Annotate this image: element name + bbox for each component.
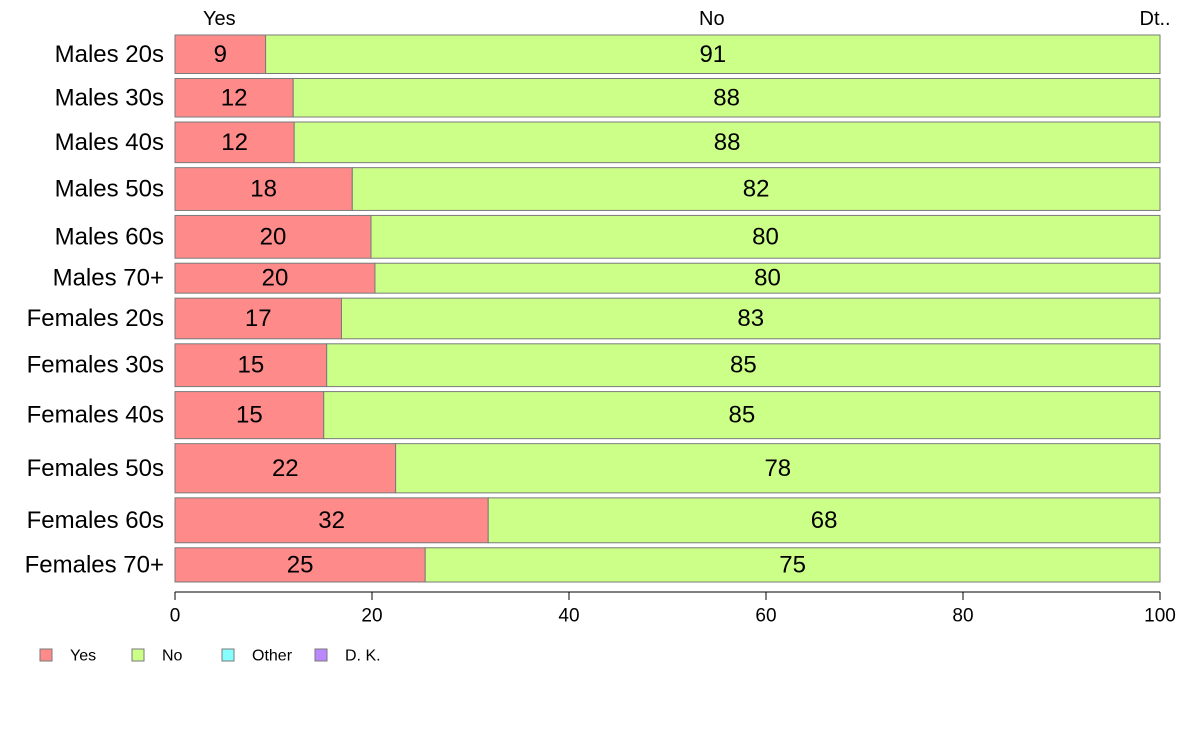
bar-segment-no bbox=[323, 391, 1161, 440]
legend-swatch bbox=[131, 648, 145, 662]
series-header-label: Yes bbox=[203, 8, 236, 30]
x-axis: 0 20 40 60 80 100 bbox=[170, 591, 1176, 627]
legend-swatch bbox=[314, 648, 328, 662]
data-label: 17 bbox=[245, 305, 272, 332]
bars-group: Males 20s 9 91 Males 30s 12 88 Males 40s 12 88 Ma… bbox=[25, 34, 1161, 583]
series-header-label: No bbox=[699, 8, 725, 30]
data-label: 80 bbox=[752, 223, 779, 250]
category-label: Females 40s bbox=[27, 402, 164, 429]
data-label: 75 bbox=[779, 551, 806, 578]
legend-swatch bbox=[39, 648, 53, 662]
bar-segment-yes bbox=[174, 121, 295, 164]
legend-label: No bbox=[162, 648, 183, 665]
data-label: 85 bbox=[730, 352, 757, 379]
legend: Yes No Other D. K. bbox=[39, 648, 381, 665]
x-tick-label: 20 bbox=[361, 606, 382, 627]
bar-segment-yes bbox=[174, 167, 353, 211]
bar-segment-yes bbox=[174, 34, 267, 75]
legend-label: Other bbox=[252, 648, 293, 665]
data-label: 20 bbox=[262, 265, 289, 292]
x-tick-label: 0 bbox=[170, 606, 181, 627]
data-label: 82 bbox=[743, 176, 770, 203]
bar-segment-yes bbox=[174, 214, 372, 259]
data-label: 88 bbox=[714, 129, 741, 156]
bar-segment-yes bbox=[174, 443, 397, 494]
bar-segment-no bbox=[370, 214, 1161, 259]
data-label: 91 bbox=[699, 41, 726, 68]
category-label: Females 70+ bbox=[25, 551, 164, 578]
bar-segment-yes bbox=[174, 497, 489, 544]
data-label: 68 bbox=[811, 507, 838, 534]
bar-segment-no bbox=[340, 297, 1161, 340]
bar-segment-no bbox=[292, 78, 1161, 118]
data-label: 85 bbox=[729, 402, 756, 429]
legend-label: D. K. bbox=[345, 648, 381, 665]
data-label: 80 bbox=[754, 265, 781, 292]
category-label: Males 50s bbox=[55, 176, 164, 203]
bar-segment-yes bbox=[174, 78, 294, 118]
data-label: 83 bbox=[737, 305, 764, 332]
category-label: Males 70+ bbox=[53, 265, 164, 292]
x-tick-label: 60 bbox=[755, 606, 776, 627]
bar-segment-no bbox=[265, 34, 1161, 75]
bar-segment-yes bbox=[174, 547, 426, 583]
data-label: 88 bbox=[713, 84, 740, 111]
bar-segment-no bbox=[326, 343, 1161, 388]
category-label: Females 20s bbox=[27, 305, 164, 332]
data-label: 15 bbox=[237, 352, 264, 379]
category-label: Males 40s bbox=[55, 129, 164, 156]
top-series-labels: Yes No Dt.. bbox=[203, 8, 1171, 30]
x-tick-label: 80 bbox=[952, 606, 973, 627]
bar-segment-no bbox=[374, 262, 1161, 294]
bar-segment-no bbox=[293, 121, 1161, 164]
data-label: 25 bbox=[287, 551, 314, 578]
data-label: 18 bbox=[250, 176, 277, 203]
bar-segment-no bbox=[395, 443, 1161, 494]
data-label: 20 bbox=[260, 223, 287, 250]
x-tick-label: 40 bbox=[558, 606, 579, 627]
bar-segment-no bbox=[351, 167, 1161, 211]
data-label: 22 bbox=[272, 455, 299, 482]
category-label: Males 30s bbox=[55, 84, 164, 111]
category-label: Males 60s bbox=[55, 223, 164, 250]
category-label: Females 60s bbox=[27, 507, 164, 534]
category-label: Females 30s bbox=[27, 352, 164, 379]
data-label: 15 bbox=[236, 402, 263, 429]
legend-label: Yes bbox=[70, 648, 96, 665]
legend-swatch bbox=[221, 648, 235, 662]
data-label: 32 bbox=[318, 507, 345, 534]
data-label: 12 bbox=[221, 84, 248, 111]
category-label: Females 50s bbox=[27, 455, 164, 482]
data-label: 12 bbox=[221, 129, 248, 156]
data-label: 9 bbox=[214, 41, 227, 68]
bar-segment-yes bbox=[174, 391, 325, 440]
bar-segment-no bbox=[424, 547, 1161, 583]
category-label: Males 20s bbox=[55, 41, 164, 68]
bar-segment-no bbox=[487, 497, 1161, 544]
data-label: 78 bbox=[764, 455, 791, 482]
series-header-label: Dt.. bbox=[1140, 8, 1171, 30]
bar-segment-yes bbox=[174, 297, 342, 340]
x-tick-label: 100 bbox=[1144, 606, 1176, 627]
